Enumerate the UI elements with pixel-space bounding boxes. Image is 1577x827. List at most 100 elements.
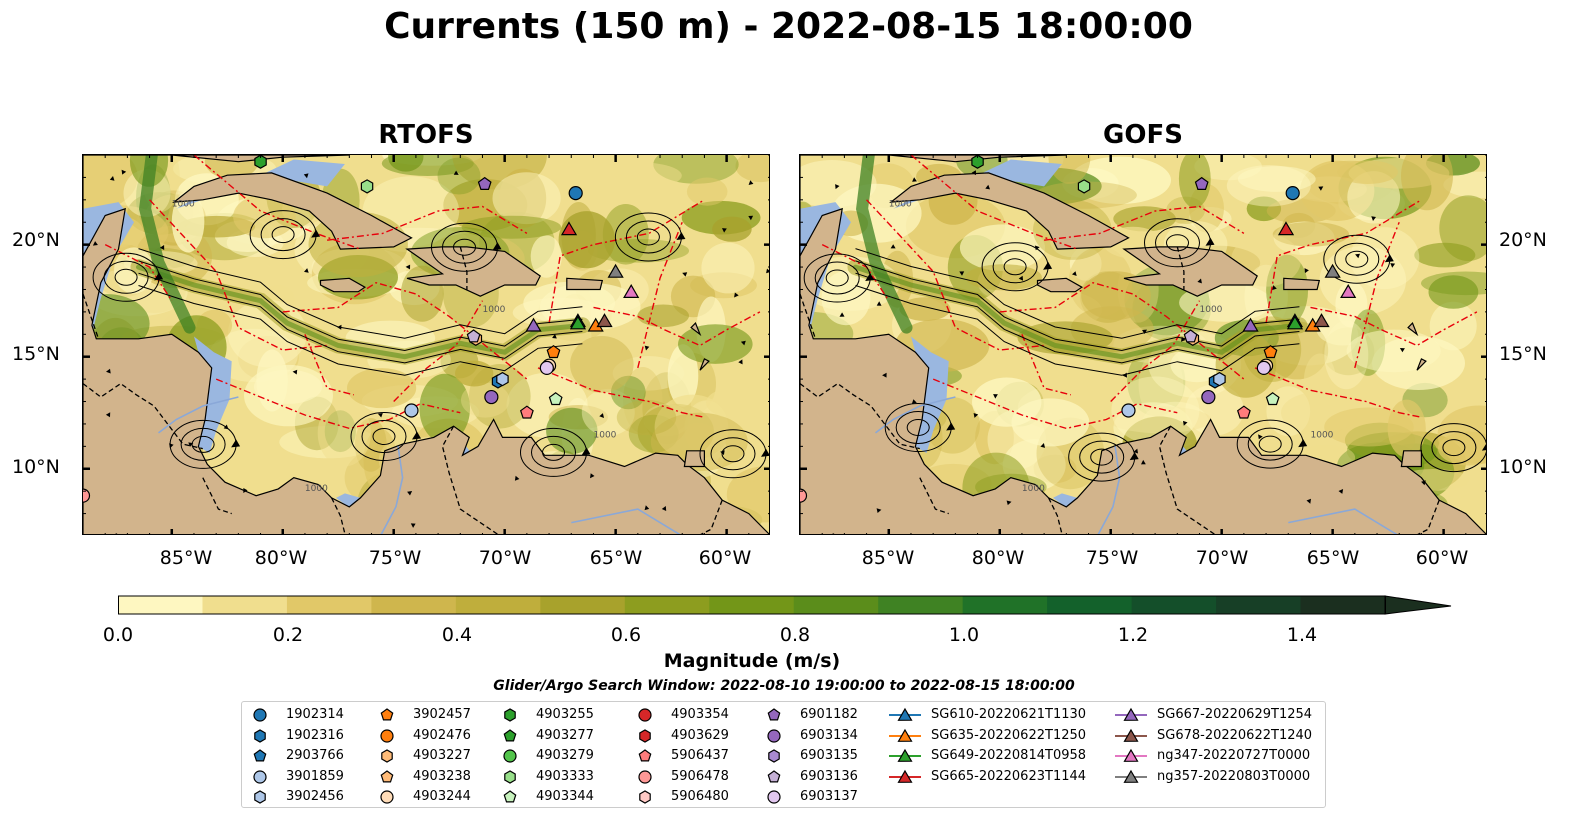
gofs-marker-ng357-20220803T0000 [1324,263,1341,278]
legend-marker-circle-icon [638,769,652,784]
rtofs-marker-4903629 [115,533,118,534]
legend-symbol [253,708,267,722]
rtofs-shallow-shelf [260,159,345,187]
map-gofs[interactable]: 1000 1000 1000 1000 [799,154,1487,535]
rtofs-marker-4903255 [254,155,267,169]
legend-marker-triangle-icon [889,748,921,762]
panel-title-rtofs: RTOFS [378,120,474,150]
legend-marker-triangle-icon [889,728,921,742]
rtofs-river [158,396,239,434]
rtofs-marker-6903137 [539,360,554,376]
legend-label: 6901182 [800,707,858,722]
legend-marker-hexagon-icon [768,749,780,763]
rtofs-eez-boundary [593,306,761,347]
gofs-marker-6903134 [1201,389,1216,405]
rtofs-eez-boundary [193,155,361,250]
legend: 1902314 1902316 2903766 3901859 3902456 39024… [241,701,1326,808]
gofs-isobath-label: 1000 [889,200,912,210]
legend-marker-circle-icon [380,728,394,743]
legend-marker-hexagon-icon [504,769,516,784]
colorbar-segment [286,596,372,614]
lat-label-15n-left: 15°N [12,343,60,365]
legend-marker-circle-icon [253,769,267,784]
gofs-marker-5906478 [800,488,808,503]
gofs-country-border [1176,246,1185,290]
colorbar-tick: 0.6 [610,624,642,646]
rtofs-landmass [172,172,413,250]
legend-label: SG610-20220621T1130 [931,707,1087,722]
rtofs-eez-boundary [393,300,484,402]
gofs-eez-boundary [866,199,1045,351]
gofs-country-border [1417,499,1440,534]
colorbar-tick: 0.0 [102,624,134,646]
legend-symbol [767,728,781,743]
lat-label-20n-right: 20°N [1499,229,1547,251]
legend-symbol [897,728,913,742]
rtofs-landmass [566,277,604,291]
legend-marker-pentagon-icon [253,749,267,762]
legend-label: 6903134 [800,727,858,743]
lon-label-75w-left: 75°W [368,547,422,569]
gofs-marker-SG678-20220622T1240 [1313,313,1330,328]
colorbar-segment [118,596,203,614]
rtofs-isobath-label: 1000 [172,200,195,210]
legend-marker-hexagon-icon [254,790,266,804]
legend-label: 4903344 [536,789,594,804]
gofs-eez-boundary [910,155,1078,250]
legend-label: 4903244 [413,789,471,804]
legend-marker-hexagon-icon [639,728,651,743]
rtofs-landmass [699,358,710,371]
gofs-eez-boundary [1110,300,1201,402]
rtofs-isobath-label: 1000 [594,430,617,440]
gofs-marker-3902456 [1213,371,1226,387]
gofs-marker-ng347-20220727T0000 [1340,284,1357,298]
rtofs-yucatan-current [139,155,196,334]
lon-label-85w-right: 85°W [861,547,915,569]
legend-label: 4903354 [671,707,729,722]
legend-symbol [638,708,652,722]
rtofs-streamlines [92,169,769,528]
lat-label-10n-left: 10°N [12,456,60,478]
gofs-river [875,396,956,434]
lon-label-80w-left: 80°W [254,547,308,569]
rtofs-marker-SG678-20220622T1240 [596,313,613,328]
lat-label-20n-left: 20°N [12,229,60,251]
map-rtofs[interactable]: 1000 1000 1000 1000 [82,154,770,535]
colorbar-segment [1047,596,1133,614]
rtofs-marker-SG667-20220629T1254 [525,317,542,332]
legend-symbol [897,769,913,783]
legend-marker-circle-icon [503,749,517,763]
legend-marker-hexagon-icon [639,790,651,804]
gofs-marker-6903137 [1256,360,1271,376]
rtofs-isobath-label: 1000 [483,305,506,315]
legend-label: SG649-20220814T0958 [931,748,1087,763]
legend-label: SG635-20220622T1250 [931,727,1087,743]
rtofs-landmass [683,450,705,468]
lon-label-60w-left: 60°W [698,547,752,569]
rtofs-marker-4903333 [360,179,374,194]
legend-symbol [768,749,780,763]
gofs-river [1097,446,1121,534]
lon-label-60w-right: 60°W [1415,547,1469,569]
rtofs-canvas: 1000 1000 1000 1000 [83,155,769,534]
legend-marker-triangle-icon [889,707,921,721]
rtofs-marker-SG665-20220623T1144 [560,221,578,236]
legend-marker-hexagon-icon [254,728,266,743]
legend-symbol [638,749,652,762]
legend-marker-pentagon-icon [767,769,781,782]
gofs-country-border [1158,425,1216,534]
legend-marker-circle-icon [767,790,781,804]
gofs-marker-SG665-20220623T1144 [1277,221,1295,236]
gofs-landmass [1400,450,1422,468]
colorbar-extend-arrow [1384,595,1452,615]
gofs-marker-6903136 [1183,329,1198,343]
gofs-landmass [800,155,1486,534]
figure-title: Currents (150 m) - 2022-08-15 18:00:00 [384,6,1193,47]
rtofs-landmass [690,322,702,337]
gofs-country-border [1048,497,1063,534]
gofs-marker-SG649-20220814T0958 [1286,315,1304,330]
colorbar-segment [1300,596,1386,614]
legend-symbol [1123,728,1139,742]
rtofs-marker-1902314 [568,185,583,201]
rtofs-river [571,508,681,534]
